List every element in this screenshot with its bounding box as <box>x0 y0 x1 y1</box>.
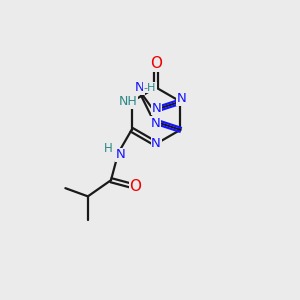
Text: N: N <box>151 117 160 130</box>
Text: H: H <box>104 142 113 155</box>
Text: N: N <box>135 81 145 94</box>
Text: NH: NH <box>119 95 138 108</box>
Text: O: O <box>150 56 162 71</box>
Text: N: N <box>177 92 187 105</box>
Text: N: N <box>152 101 161 115</box>
Text: -H: -H <box>144 82 156 92</box>
Text: N: N <box>151 137 161 150</box>
Text: O: O <box>130 179 142 194</box>
Text: N: N <box>116 148 125 161</box>
